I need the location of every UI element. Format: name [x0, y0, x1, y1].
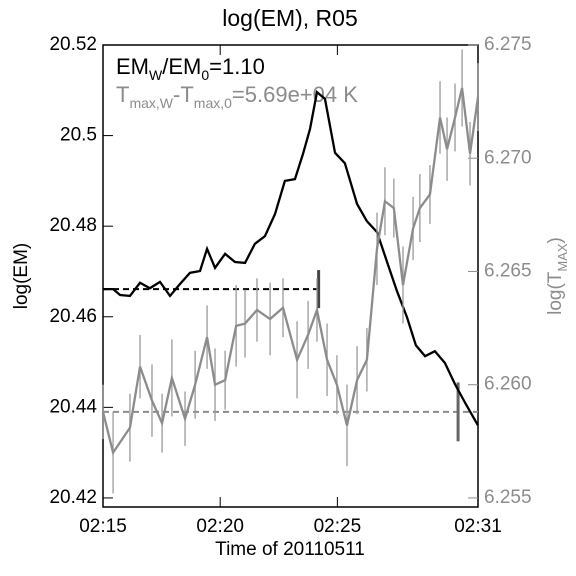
y2-tick-label: 6.275 [484, 34, 532, 55]
data-line [103, 89, 479, 427]
x-axis-label: Time of 20110511 [215, 539, 365, 560]
annotation-part: =1.10 [209, 54, 265, 79]
y-tick-label: 20.48 [49, 215, 97, 236]
annotation: Tmax,W-Tmax,0=5.69e+04 K [116, 82, 358, 111]
y-tick-label: 20.46 [49, 306, 97, 327]
annotation-part: 0 [201, 67, 209, 83]
x-tick-label: 02:31 [454, 516, 502, 537]
annotation-part: W [149, 67, 163, 83]
x-tick-label: 02:20 [196, 516, 244, 537]
label-part: log(T [545, 271, 566, 315]
annotation: EMW/EM0=1.10 [116, 54, 265, 83]
y-axis-label: log(EM) [11, 243, 32, 310]
data-line [101, 87, 480, 456]
annotation-part: max,W [129, 95, 173, 111]
y2-tick-label: 6.270 [484, 147, 532, 168]
label-part: ) [545, 237, 566, 243]
y2-tick-label: 6.265 [484, 260, 532, 281]
y-tick-label: 20.44 [49, 396, 97, 417]
annotation-part: max,0 [194, 95, 232, 111]
annotation-part: T [116, 82, 129, 107]
y-tick-label: 20.52 [49, 34, 97, 55]
label-part: MAX [555, 243, 570, 272]
y2-tick-label: 6.260 [484, 374, 532, 395]
x-tick-label: 02:25 [314, 516, 362, 537]
y-tick-label: 20.5 [60, 125, 97, 146]
y2-tick-label: 6.255 [484, 487, 532, 508]
annotation-part: EM [116, 54, 149, 79]
y2-axis-label: log(TMAX) [545, 237, 570, 315]
plot-frame [102, 44, 479, 508]
annotation-part: =5.69e+04 K [232, 82, 358, 107]
y-tick-label: 20.42 [49, 487, 97, 508]
annotation-part: -T [173, 82, 194, 107]
x-tick-label: 02:15 [79, 516, 127, 537]
chart-title: log(EM), R05 [222, 5, 357, 31]
annotation-part: /EM [162, 54, 201, 79]
